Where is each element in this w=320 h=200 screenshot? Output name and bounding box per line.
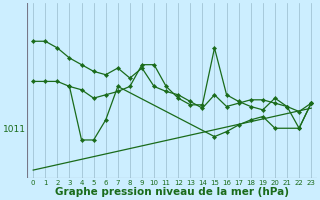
X-axis label: Graphe pression niveau de la mer (hPa): Graphe pression niveau de la mer (hPa) <box>55 187 289 197</box>
